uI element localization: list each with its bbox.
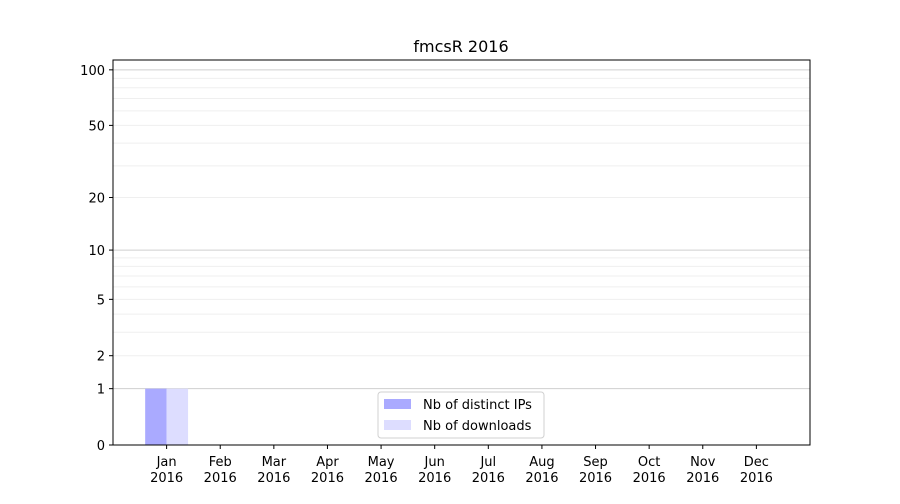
x-tick-label: Nov	[690, 455, 716, 470]
y-tick-label: 100	[80, 64, 105, 79]
y-tick-label: 10	[88, 244, 105, 259]
x-tick-label: 2016	[418, 471, 451, 486]
bar-distinct-ips	[145, 388, 167, 445]
plot-frame	[112, 59, 811, 446]
x-tick-label: Jun	[424, 455, 445, 470]
x-tick-label: Mar	[262, 455, 287, 470]
x-tick-label: 2016	[525, 471, 558, 486]
y-tick-label: 20	[88, 192, 105, 207]
x-tick-label: 2016	[472, 471, 505, 486]
x-tick-label: 2016	[204, 471, 237, 486]
legend-label: Nb of distinct IPs	[423, 398, 532, 413]
legend-label: Nb of downloads	[423, 419, 532, 434]
x-tick-label: 2016	[579, 471, 612, 486]
x-tick-label: May	[368, 455, 395, 470]
x-tick-label: Apr	[316, 455, 339, 470]
x-tick-label: 2016	[311, 471, 344, 486]
x-tick-label: Jul	[479, 455, 496, 470]
x-tick-label: Dec	[744, 455, 769, 470]
x-tick-label: Aug	[529, 455, 554, 470]
y-tick-label: 2	[97, 350, 105, 365]
y-tick-label: 1	[97, 383, 105, 398]
y-tick-label: 0	[97, 439, 105, 454]
x-tick-label: Oct	[638, 455, 660, 470]
bar-downloads	[166, 388, 189, 445]
chart-title: fmcsR 2016	[413, 37, 508, 56]
x-tick-label: Feb	[209, 455, 232, 470]
legend-swatch	[384, 420, 411, 430]
x-tick-label: 2016	[686, 471, 719, 486]
x-tick-label: 2016	[365, 471, 398, 486]
x-tick-label: 2016	[150, 471, 183, 486]
x-tick-label: Sep	[583, 455, 608, 470]
legend: Nb of distinct IPs Nb of downloads	[377, 391, 545, 439]
x-tick-label: 2016	[633, 471, 666, 486]
x-tick-label: 2016	[740, 471, 773, 486]
x-tick-label: Jan	[156, 455, 177, 470]
legend-swatch	[384, 399, 411, 409]
y-tick-label: 5	[97, 293, 105, 308]
legend-box	[377, 391, 545, 439]
x-tick-label: 2016	[257, 471, 290, 486]
y-tick-label: 50	[88, 119, 105, 134]
